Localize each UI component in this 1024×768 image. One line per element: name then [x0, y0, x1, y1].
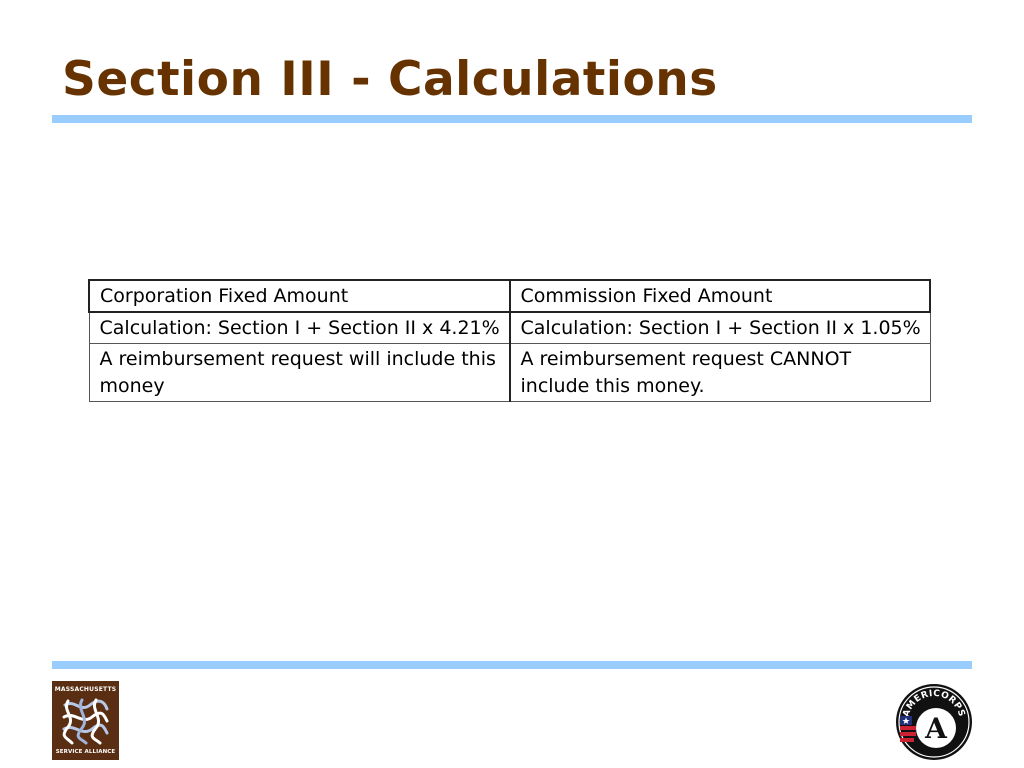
americorps-logo: AMERICORPS A: [896, 684, 972, 760]
flag-stripes-icon: [900, 716, 916, 742]
calculations-table: Corporation Fixed Amount Commission Fixe…: [88, 279, 931, 402]
footer-divider: [52, 661, 972, 669]
table-cell: Calculation: Section I + Section II x 1.…: [509, 311, 931, 344]
table-cell: Calculation: Section I + Section II x 4.…: [88, 311, 511, 344]
header-commission-fixed-amount: Commission Fixed Amount: [508, 279, 931, 313]
massachusetts-service-alliance-logo: MASSACHUSETTS SERVICE ALLIANCE: [52, 681, 119, 760]
table-row: Calculation: Section I + Section II x 4.…: [88, 311, 931, 344]
title-divider: [52, 115, 972, 123]
header-corporation-fixed-amount: Corporation Fixed Amount: [88, 279, 511, 313]
table-cell: A reimbursement request CANNOT include t…: [509, 343, 931, 402]
table-header-row: Corporation Fixed Amount Commission Fixe…: [88, 279, 931, 313]
woven-pattern-icon: [62, 698, 109, 745]
slide-title: Section III - Calculations: [62, 52, 718, 107]
table-cell: A reimbursement request will include thi…: [88, 343, 511, 402]
americorps-letter: A: [924, 712, 948, 745]
table-row: A reimbursement request will include thi…: [88, 343, 931, 402]
logo-text-bottom: SERVICE ALLIANCE: [55, 749, 116, 755]
logo-text-top: MASSACHUSETTS: [54, 686, 117, 693]
